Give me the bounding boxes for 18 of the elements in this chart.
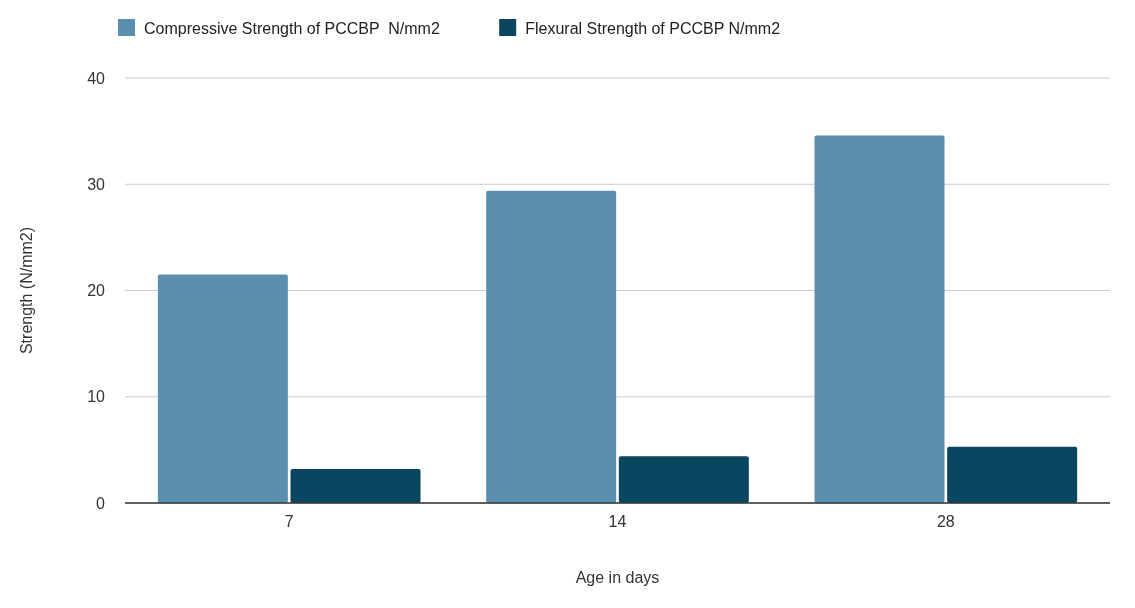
bar <box>290 469 421 503</box>
legend-label: Flexural Strength of PCCBP N/mm2 <box>525 19 781 37</box>
bar <box>618 456 749 503</box>
legend-label: Compressive Strength of PCCBP N/mm2 <box>144 19 440 37</box>
x-tick-label: 7 <box>284 513 294 530</box>
x-tick-label: 14 <box>608 513 627 530</box>
x-tick-label: 28 <box>936 513 955 530</box>
bar <box>157 274 288 503</box>
y-axis-title: Strength (N/mm2) <box>18 226 35 355</box>
y-tick-label: 20 <box>87 282 106 300</box>
y-tick-label: 40 <box>87 69 106 87</box>
bar <box>486 190 617 503</box>
y-tick-label: 30 <box>87 175 106 193</box>
y-tick-label: 0 <box>96 494 106 512</box>
bar <box>947 446 1078 503</box>
y-tick-label: 10 <box>87 388 106 406</box>
bar <box>814 135 945 503</box>
x-axis-title: Age in days <box>575 569 660 586</box>
